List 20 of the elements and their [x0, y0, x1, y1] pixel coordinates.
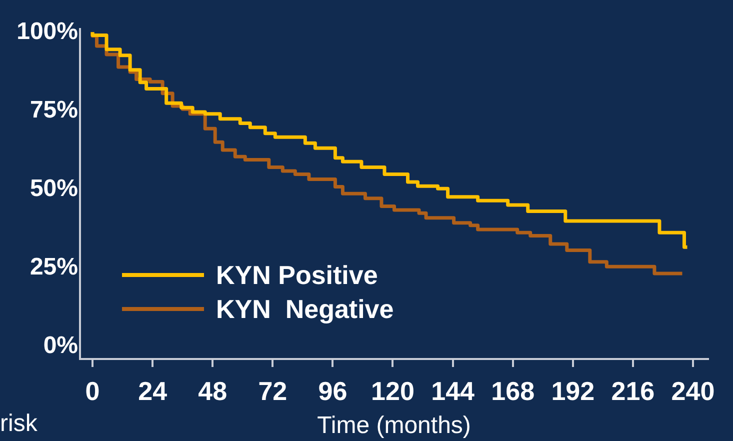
- y-tick-label: 50%: [30, 174, 78, 202]
- y-tick-label: 100%: [16, 18, 78, 45]
- x-tick-label: 24: [138, 376, 168, 406]
- y-tick-label: 0%: [43, 332, 78, 360]
- legend-label: KYN Positive: [216, 260, 378, 290]
- x-tick-label: 168: [491, 376, 535, 406]
- x-tick-label: 192: [551, 376, 595, 406]
- x-tick-label: 0: [85, 376, 100, 406]
- text: risk: [0, 410, 38, 438]
- x-tick-label: 144: [431, 376, 476, 406]
- x-tick-label: 48: [198, 376, 228, 406]
- legend-label: KYN Negative: [216, 294, 394, 324]
- x-tick-label: 216: [611, 376, 655, 406]
- x-tick-label: 120: [371, 376, 414, 406]
- x-tick-label: 240: [671, 376, 715, 406]
- y-tick-label: 75%: [30, 96, 78, 124]
- x-tick-label: 96: [318, 376, 348, 406]
- x-axis-title: Time (months): [317, 412, 471, 440]
- x-tick-label: 72: [258, 376, 288, 406]
- y-tick-label: 25%: [30, 253, 78, 280]
